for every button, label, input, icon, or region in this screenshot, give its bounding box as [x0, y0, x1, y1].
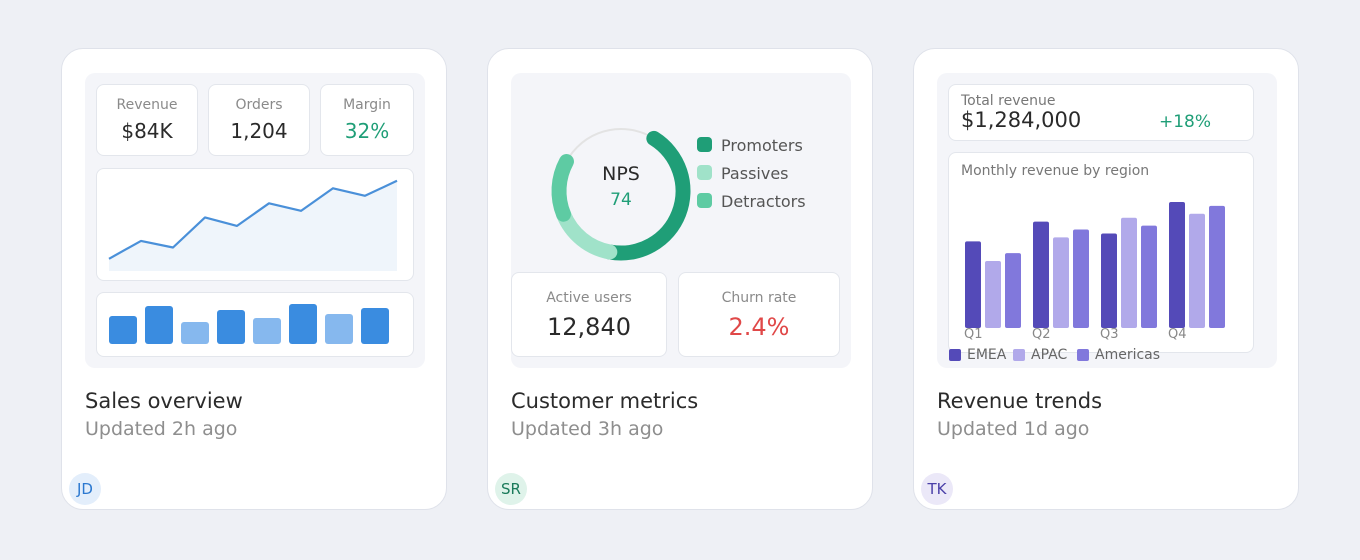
legend-swatch-passives	[697, 165, 712, 180]
x-tick-label-q2: Q2	[1032, 327, 1051, 342]
bar-5	[289, 304, 317, 344]
bar-4	[253, 318, 281, 344]
bar-chart-tile	[96, 292, 414, 357]
card-updated: Updated 1d ago	[937, 418, 1090, 440]
bar-q3-emea	[1101, 233, 1117, 328]
active-users-tile: Active users 12,840	[511, 272, 667, 357]
line-series	[108, 179, 398, 260]
donut-slice-promoters	[602, 130, 691, 261]
margin-kpi-label: Margin	[343, 97, 391, 113]
legend-label-apac: APAC	[1031, 347, 1068, 363]
x-tick-label-q4: Q4	[1168, 327, 1187, 342]
sales-preview: Revenue $84K Orders 1,204 Margin 32%	[85, 73, 425, 368]
legend-swatch-americas	[1077, 349, 1089, 361]
orders-kpi-tile: Orders 1,204	[208, 84, 310, 156]
total-revenue-tile: Total revenue $1,284,000 +18%	[948, 84, 1254, 141]
bar-q1-americas	[1005, 253, 1021, 328]
bar-0	[109, 316, 137, 344]
revenue-kpi-value: $84K	[121, 119, 173, 143]
legend-swatch-apac	[1013, 349, 1025, 361]
donut-slice-detractors	[551, 154, 574, 222]
bar-q2-emea	[1033, 221, 1049, 328]
grouped-bar-chart-tile: Monthly revenue by region Q1 Q2 Q3 Q4	[948, 152, 1254, 353]
revenue-grouped-bar-chart	[965, 201, 1225, 328]
bar-q4-apac	[1189, 213, 1205, 328]
active-users-value: 12,840	[547, 313, 631, 341]
customer-preview: NPS 74 Promoters Passives Detractors Act…	[511, 73, 851, 368]
nps-donut-chart	[551, 128, 691, 261]
bar-q2-apac	[1053, 237, 1069, 328]
donut-center-label: NPS	[602, 163, 640, 185]
legend-label-passives: Passives	[721, 164, 789, 183]
card-title: Sales overview	[85, 389, 243, 413]
bar-1	[145, 306, 173, 344]
orders-kpi-label: Orders	[235, 97, 283, 113]
legend-swatch-emea	[949, 349, 961, 361]
bar-q3-americas	[1141, 225, 1157, 328]
card-title: Revenue trends	[937, 389, 1103, 413]
bar-q1-apac	[985, 261, 1001, 328]
revenue-trends-card[interactable]: Total revenue $1,284,000 +18% Monthly re…	[913, 48, 1299, 510]
bar-q1-emea	[965, 241, 981, 328]
revenue-preview: Total revenue $1,284,000 +18% Monthly re…	[937, 73, 1277, 368]
total-revenue-value: $1,284,000	[961, 108, 1082, 132]
legend-label-detractors: Detractors	[721, 192, 806, 211]
total-revenue-label: Total revenue	[961, 93, 1056, 109]
margin-kpi-tile: Margin 32%	[320, 84, 414, 156]
bar-q4-americas	[1209, 205, 1225, 328]
avatar[interactable]: JD	[69, 473, 101, 505]
sales-overview-card[interactable]: Revenue $84K Orders 1,204 Margin 32% Sal…	[61, 48, 447, 510]
legend-swatch-promoters	[697, 137, 712, 152]
card-updated: Updated 2h ago	[85, 418, 238, 440]
bar-2	[181, 322, 209, 344]
customer-metrics-card[interactable]: NPS 74 Promoters Passives Detractors Act…	[487, 48, 873, 510]
sales-line-chart	[108, 179, 398, 271]
line-area	[109, 180, 397, 271]
bar-7	[361, 308, 389, 344]
avatar[interactable]: TK	[921, 473, 953, 505]
legend-swatch-detractors	[697, 193, 712, 208]
revenue-kpi-tile: Revenue $84K	[96, 84, 198, 156]
bar-q3-apac	[1121, 217, 1137, 328]
bar-q4-emea	[1169, 201, 1185, 328]
churn-rate-label: Churn rate	[721, 290, 797, 306]
churn-rate-tile: Churn rate 2.4%	[678, 272, 840, 357]
bar-3	[217, 310, 245, 344]
margin-kpi-value: 32%	[344, 119, 390, 143]
chart-label: Monthly revenue by region	[961, 163, 1150, 179]
revenue-kpi-label: Revenue	[116, 97, 178, 113]
donut-center-value: 74	[610, 190, 632, 210]
churn-rate-value: 2.4%	[728, 313, 790, 341]
legend-label-americas: Americas	[1095, 347, 1161, 363]
card-updated: Updated 3h ago	[511, 418, 664, 440]
line-chart-tile	[96, 168, 414, 281]
avatar[interactable]: SR	[495, 473, 527, 505]
card-title: Customer metrics	[511, 389, 699, 413]
x-tick-label-q3: Q3	[1100, 327, 1119, 342]
x-tick-label-q1: Q1	[964, 327, 983, 342]
revenue-delta-badge: +18%	[1159, 112, 1212, 132]
legend-label-promoters: Promoters	[721, 136, 803, 155]
bar-6	[325, 314, 353, 344]
sales-bar-chart	[109, 304, 389, 344]
active-users-label: Active users	[546, 290, 632, 306]
orders-kpi-value: 1,204	[230, 119, 288, 143]
donut-slice-passives	[556, 206, 618, 260]
bar-q2-americas	[1073, 229, 1089, 328]
legend-label-emea: EMEA	[967, 347, 1007, 363]
